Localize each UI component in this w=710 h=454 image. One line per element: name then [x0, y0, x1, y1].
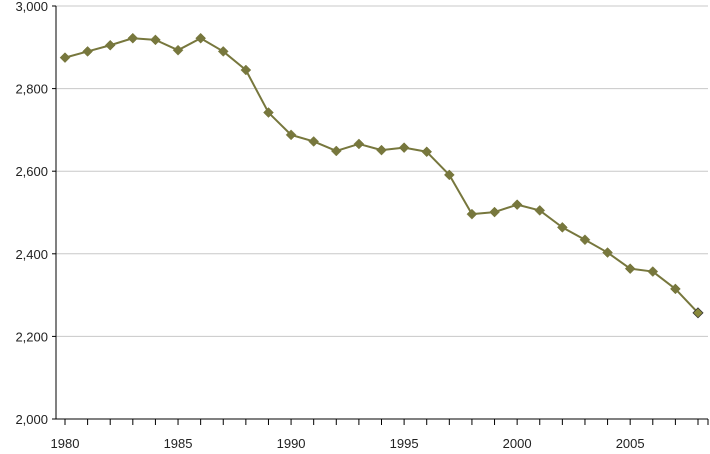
data-point-2002 — [557, 222, 568, 233]
series-group — [59, 32, 704, 319]
data-point-1983 — [127, 32, 139, 44]
data-point-1986 — [195, 32, 206, 44]
x-tick-label-1995: 1995 — [390, 436, 419, 451]
data-point-1987 — [217, 46, 229, 57]
y-tick-label-2600: 2,600 — [15, 164, 48, 179]
y-tick-label-2000: 2,000 — [15, 412, 48, 427]
data-point-2004 — [602, 247, 613, 258]
data-point-1982 — [104, 39, 116, 51]
data-point-2008 — [692, 307, 704, 319]
data-point-1998 — [466, 208, 478, 220]
data-point-2000 — [511, 199, 523, 211]
data-point-1989 — [263, 107, 274, 118]
data-point-2006 — [647, 266, 659, 277]
data-point-1991 — [308, 136, 320, 147]
data-point-2003 — [579, 234, 591, 246]
data-point-1985 — [172, 44, 184, 56]
data-point-1997 — [443, 169, 455, 181]
data-point-1981 — [82, 46, 93, 57]
data-point-1984 — [150, 34, 161, 46]
data-point-2005 — [624, 263, 636, 275]
x-axis-tick-labels: 1980 1985 1990 1995 2000 2005 — [51, 436, 645, 451]
x-tick-label-2005: 2005 — [616, 436, 645, 451]
y-axis-tick-labels: 2,000 2,200 2,400 2,600 2,800 3,000 — [15, 0, 48, 427]
data-point-1994 — [376, 144, 387, 156]
gridlines — [56, 5, 708, 337]
data-point-1993 — [353, 138, 365, 150]
data-point-1992 — [330, 145, 342, 157]
y-tick-label-2800: 2,800 — [15, 82, 48, 97]
x-tick-label-2000: 2000 — [503, 436, 532, 451]
data-point-1988 — [240, 64, 252, 76]
data-point-2001 — [534, 205, 546, 216]
axes — [52, 5, 709, 425]
y-tick-label-3000: 3,000 — [15, 0, 48, 14]
data-point-2007 — [670, 283, 681, 295]
data-point-1996 — [421, 146, 433, 158]
x-tick-label-1985: 1985 — [164, 436, 193, 451]
data-point-1990 — [285, 129, 297, 141]
x-tick-label-1990: 1990 — [277, 436, 306, 451]
data-point-1980 — [59, 52, 71, 63]
series-line-0 — [64, 37, 699, 314]
y-tick-label-2400: 2,400 — [15, 247, 48, 262]
y-tick-label-2200: 2,200 — [15, 329, 48, 344]
data-point-1995 — [398, 142, 410, 154]
data-point-1999 — [489, 206, 500, 218]
x-tick-label-1980: 1980 — [51, 436, 80, 451]
